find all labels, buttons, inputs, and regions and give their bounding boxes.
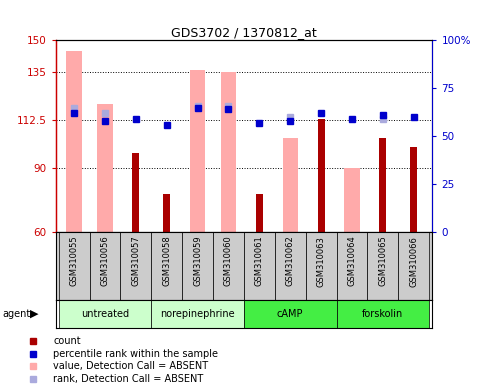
Text: GSM310060: GSM310060	[224, 236, 233, 286]
Text: cAMP: cAMP	[277, 309, 303, 319]
Bar	[132, 153, 139, 232]
Text: GSM310066: GSM310066	[409, 236, 418, 286]
Bar	[151, 300, 244, 328]
Text: GSM310062: GSM310062	[286, 236, 295, 286]
Text: value, Detection Call = ABSENT: value, Detection Call = ABSENT	[53, 361, 208, 371]
Bar	[163, 194, 170, 232]
Bar	[58, 232, 89, 300]
Bar	[380, 139, 386, 232]
Bar	[151, 232, 182, 300]
Text: GSM310058: GSM310058	[162, 236, 171, 286]
Bar	[306, 232, 337, 300]
Bar	[244, 300, 337, 328]
Text: forskolin: forskolin	[362, 309, 403, 319]
Bar	[368, 232, 398, 300]
Bar	[120, 232, 151, 300]
Text: GSM310057: GSM310057	[131, 236, 141, 286]
Text: GSM310061: GSM310061	[255, 236, 264, 286]
Text: percentile rank within the sample: percentile rank within the sample	[53, 349, 218, 359]
Bar	[244, 232, 275, 300]
Bar	[344, 168, 360, 232]
Bar	[275, 232, 306, 300]
Bar	[337, 300, 429, 328]
Text: GSM310059: GSM310059	[193, 236, 202, 286]
Bar	[66, 51, 82, 232]
Bar	[337, 232, 368, 300]
Bar	[58, 300, 151, 328]
Text: untreated: untreated	[81, 309, 129, 319]
Text: ▶: ▶	[30, 309, 39, 319]
Text: norepinephrine: norepinephrine	[160, 309, 235, 319]
Bar	[283, 139, 298, 232]
Bar	[318, 119, 325, 232]
Bar	[182, 232, 213, 300]
Text: rank, Detection Call = ABSENT: rank, Detection Call = ABSENT	[53, 374, 203, 384]
Text: GSM310056: GSM310056	[100, 236, 110, 286]
Bar	[398, 232, 429, 300]
Bar	[213, 232, 244, 300]
Text: GSM310055: GSM310055	[70, 236, 79, 286]
Text: GSM310063: GSM310063	[317, 236, 326, 286]
Bar	[89, 232, 120, 300]
Bar	[190, 70, 205, 232]
Text: GSM310065: GSM310065	[378, 236, 387, 286]
Text: count: count	[53, 336, 81, 346]
Bar	[411, 147, 417, 232]
Text: agent: agent	[2, 309, 30, 319]
Title: GDS3702 / 1370812_at: GDS3702 / 1370812_at	[171, 26, 317, 39]
Bar	[221, 72, 236, 232]
Bar	[97, 104, 113, 232]
Bar	[256, 194, 263, 232]
Text: GSM310064: GSM310064	[347, 236, 356, 286]
